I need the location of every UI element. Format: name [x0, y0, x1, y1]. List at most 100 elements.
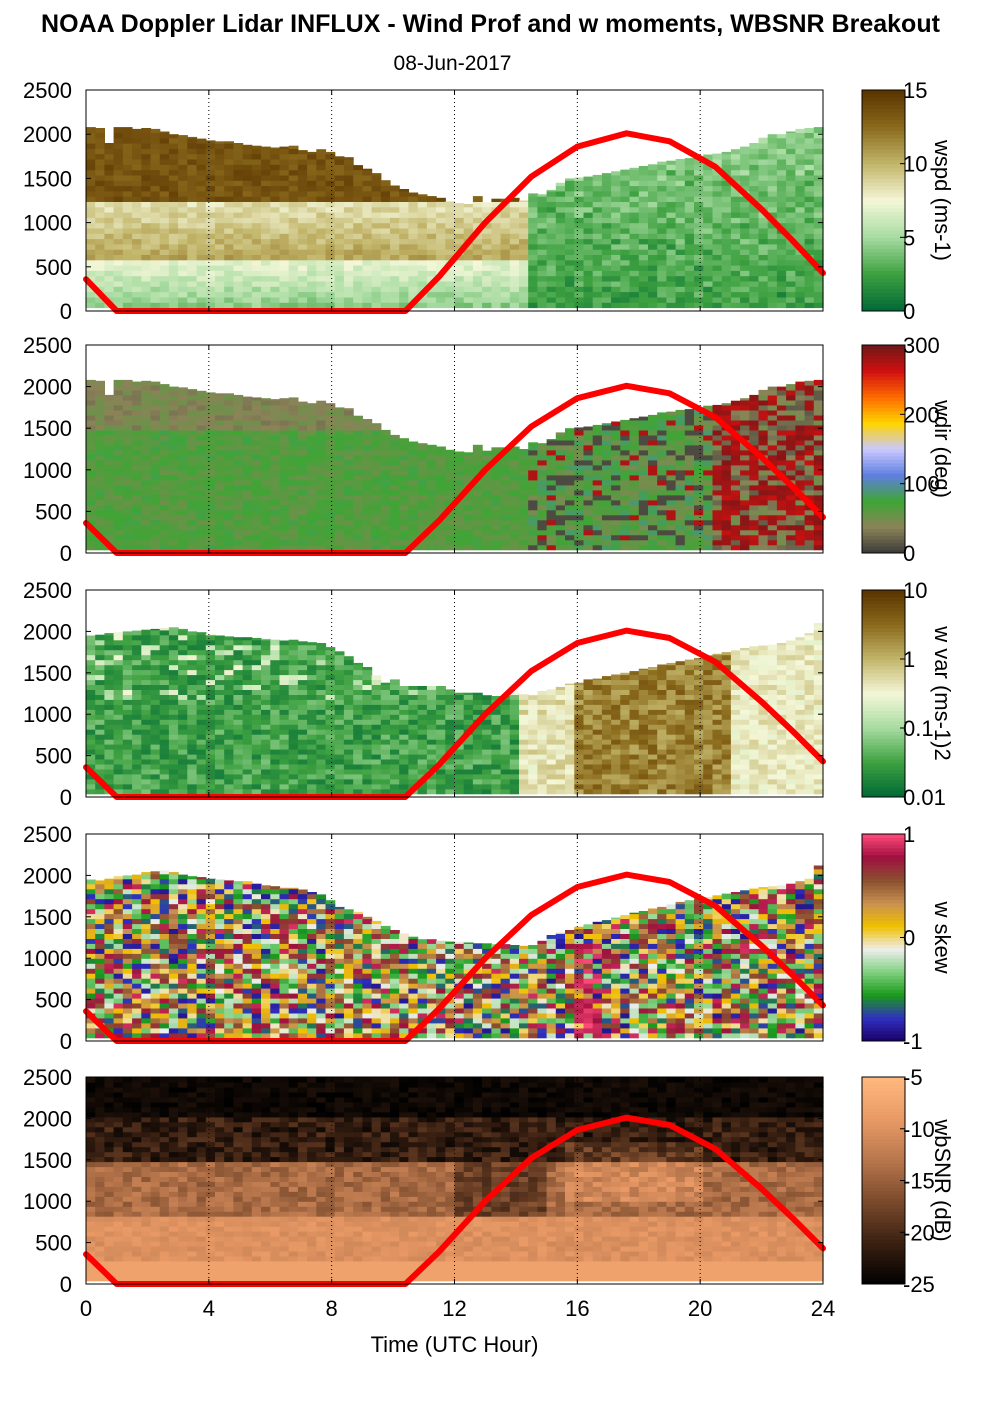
heatmap-cell: [657, 514, 667, 521]
heatmap-cell: [509, 212, 520, 218]
heatmap-cell: [205, 143, 216, 149]
heatmap-cell: [657, 429, 667, 436]
heatmap-cell: [786, 164, 796, 171]
heatmap-cell: [804, 404, 815, 411]
heatmap-cell: [482, 454, 492, 461]
heatmap-cell: [795, 534, 806, 541]
heatmap-cell: [408, 459, 419, 466]
heatmap-cell: [417, 302, 428, 309]
heatmap-cell: [629, 206, 640, 213]
heatmap-cell: [620, 291, 631, 298]
heatmap-cell: [611, 529, 621, 536]
heatmap-cell: [648, 254, 658, 261]
heatmap-cell: [694, 424, 704, 431]
heatmap-cell: [242, 206, 253, 213]
heatmap-cell: [758, 265, 769, 271]
heatmap-cell: [804, 169, 815, 176]
heatmap-cell: [224, 399, 234, 406]
heatmap-cell: [113, 689, 124, 695]
heatmap-cell: [592, 449, 603, 456]
heatmap-cell: [390, 196, 400, 202]
heatmap-cell: [251, 206, 262, 213]
heatmap-cell: [657, 489, 667, 496]
heatmap-cell: [684, 185, 695, 192]
colorbar-cell: [862, 167, 905, 172]
heatmap-cell: [104, 286, 115, 293]
heatmap-cell: [749, 169, 760, 176]
heatmap-cell: [592, 429, 603, 436]
heatmap-cell: [482, 494, 492, 501]
heatmap-cell: [565, 499, 575, 506]
heatmap-cell: [261, 238, 271, 245]
heatmap-cell: [104, 196, 115, 202]
heatmap-cell: [334, 449, 345, 456]
heatmap-cell: [445, 534, 456, 541]
colorbar-cell: [862, 244, 905, 249]
heatmap-cell: [362, 190, 373, 197]
heatmap-cell: [500, 286, 511, 293]
heatmap-cell: [178, 474, 188, 481]
heatmap-cell: [215, 206, 225, 213]
heatmap-cell: [132, 464, 142, 471]
heatmap-cell: [758, 509, 769, 516]
heatmap-cell: [555, 504, 566, 511]
heatmap-cell: [721, 419, 732, 426]
heatmap-cell: [629, 544, 640, 551]
colorbar-cell: [862, 285, 905, 290]
heatmap-cell: [104, 464, 115, 471]
heatmap-cell: [353, 524, 363, 531]
heatmap-cell: [178, 159, 188, 165]
heatmap-cell: [463, 243, 474, 250]
heatmap-cell: [86, 464, 96, 471]
heatmap-cell: [767, 174, 778, 181]
heatmap-cell: [804, 270, 815, 277]
heatmap-cell: [224, 439, 234, 446]
heatmap-cell: [611, 421, 621, 426]
heatmap-cell: [491, 534, 502, 541]
heatmap-cell: [666, 429, 677, 436]
heatmap-cell: [574, 259, 585, 266]
heatmap-cell: [104, 444, 115, 451]
heatmap-cell: [242, 399, 253, 406]
heatmap-cell: [270, 439, 281, 446]
heatmap-cell: [648, 196, 658, 202]
heatmap-cell: [215, 393, 225, 396]
heatmap-cell: [675, 291, 686, 298]
heatmap-cell: [776, 449, 787, 456]
heatmap-cell: [353, 233, 363, 240]
heatmap-cell: [666, 275, 677, 282]
heatmap-cell: [684, 409, 695, 416]
heatmap-cell: [804, 409, 815, 416]
heatmap-cell: [500, 259, 511, 266]
heatmap-cell: [242, 270, 253, 277]
heatmap-cell: [362, 270, 373, 277]
heatmap-cell: [509, 519, 520, 526]
heatmap-cell: [666, 424, 677, 431]
heatmap-cell: [611, 454, 621, 461]
heatmap-cell: [638, 419, 649, 426]
heatmap-cell: [132, 489, 142, 496]
heatmap-cell: [113, 768, 124, 775]
heatmap-cell: [242, 479, 253, 486]
heatmap-cell: [196, 459, 207, 466]
heatmap-cell: [454, 302, 465, 309]
heatmap-cell: [436, 238, 446, 245]
heatmap-cell: [168, 196, 179, 202]
heatmap-cell: [288, 424, 299, 431]
heatmap-cell: [141, 429, 152, 436]
heatmap-cell: [482, 544, 492, 551]
heatmap-cell: [666, 464, 677, 471]
heatmap-cell: [638, 479, 649, 486]
heatmap-cell: [611, 434, 621, 441]
heatmap-cell: [767, 148, 778, 155]
heatmap-cell: [113, 384, 124, 391]
heatmap-cell: [122, 664, 133, 671]
heatmap-cell: [334, 414, 345, 421]
heatmap-cell: [703, 439, 713, 446]
heatmap-cell: [215, 164, 225, 171]
heatmap-cell: [178, 484, 188, 491]
heatmap-cell: [150, 634, 161, 641]
heatmap-cell: [113, 474, 124, 481]
heatmap-cell: [767, 286, 778, 293]
heatmap-cell: [362, 212, 373, 218]
